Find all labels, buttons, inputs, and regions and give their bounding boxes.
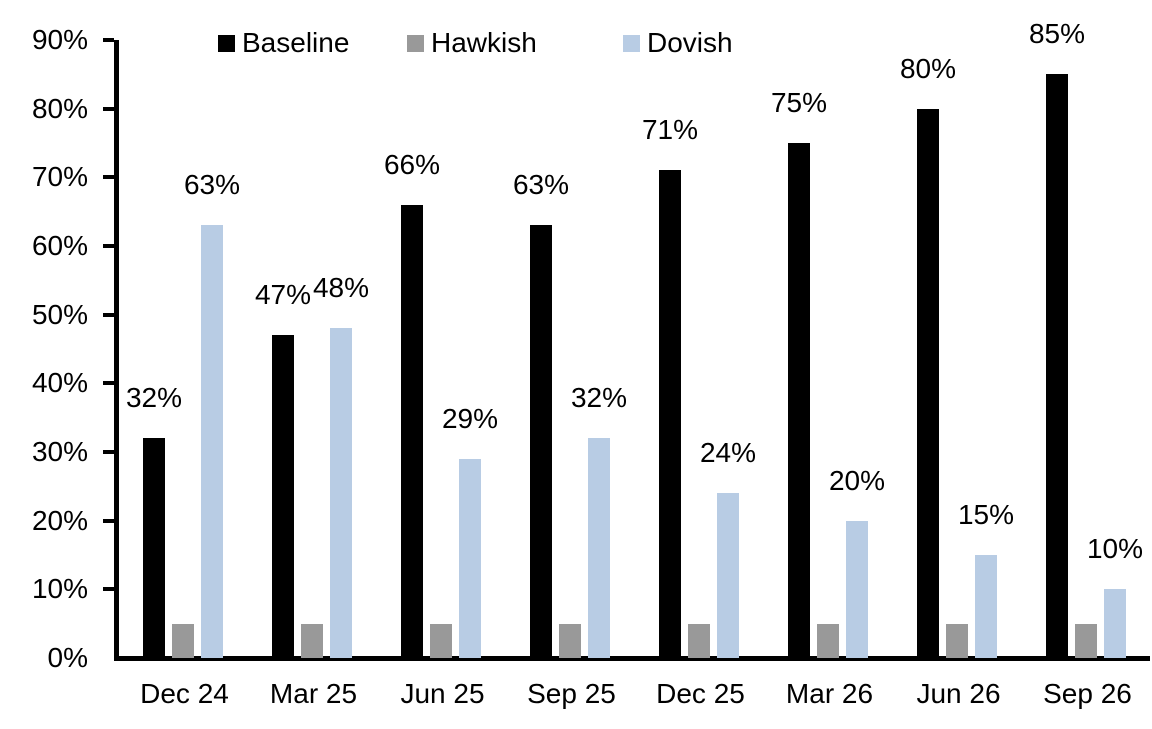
data-label-baseline-dec-25: 71% (641, 114, 699, 146)
bar-dovish-jun-25 (459, 458, 481, 658)
y-tick-label-40%: 40% (31, 367, 88, 399)
data-label-baseline-sep-25: 63% (512, 169, 570, 201)
y-tick-mark (103, 381, 114, 386)
x-axis-line (114, 656, 1150, 661)
y-tick-mark (103, 587, 114, 592)
bar-dovish-dec-24 (201, 225, 223, 658)
legend-item-hawkish: Hawkish (407, 26, 537, 60)
bar-dovish-mar-25 (330, 328, 352, 658)
legend-label-hawkish: Hawkish (431, 27, 537, 58)
data-label-dovish-sep-26: 10% (1086, 533, 1144, 565)
data-label-baseline-mar-25: 47% (254, 279, 312, 311)
x-label-jun-26: Jun 26 (916, 678, 1001, 709)
legend-swatch-baseline (218, 34, 235, 52)
bar-hawkish-jun-26 (946, 623, 968, 658)
data-label-baseline-mar-26: 75% (770, 87, 828, 118)
data-label-dovish-mar-25: 48% (312, 272, 370, 304)
x-label-mar-26: Mar 26 (785, 678, 874, 709)
y-tick-mark (103, 38, 114, 42)
data-label-dovish-dec-24: 63% (183, 169, 241, 201)
y-tick-label-60%: 60% (31, 230, 88, 261)
bar-hawkish-jun-25 (430, 623, 452, 658)
data-label-dovish-dec-25: 24% (699, 437, 757, 469)
data-label-baseline-sep-26: 85% (1028, 18, 1086, 50)
bar-dovish-jun-26 (975, 555, 997, 658)
bar-dovish-sep-25 (588, 438, 610, 658)
y-tick-label-90%: 90% (31, 24, 88, 55)
y-tick-label-0%: 0% (47, 642, 88, 673)
y-tick-label-10%: 10% (31, 573, 88, 605)
data-label-baseline-jun-26: 80% (899, 52, 957, 84)
y-tick-mark (103, 244, 114, 248)
x-label-sep-26: Sep 26 (1043, 678, 1132, 709)
bar-hawkish-sep-25 (559, 623, 581, 658)
bar-hawkish-dec-25 (688, 623, 710, 658)
y-tick-mark (103, 312, 114, 317)
legend-swatch-dovish (623, 34, 640, 52)
x-label-dec-25: Dec 25 (656, 678, 745, 709)
x-label-dec-24: Dec 24 (140, 678, 229, 709)
bar-dovish-sep-26 (1104, 589, 1126, 658)
y-tick-label-70%: 70% (31, 161, 88, 193)
x-label-jun-25: Jun 25 (400, 678, 485, 709)
bar-hawkish-sep-26 (1075, 623, 1097, 658)
y-tick-mark (103, 518, 114, 523)
y-tick-mark (103, 106, 114, 111)
bar-baseline-mar-25 (272, 335, 294, 658)
bar-hawkish-mar-25 (301, 623, 323, 658)
bar-hawkish-dec-24 (172, 623, 194, 658)
y-tick-label-80%: 80% (31, 92, 88, 124)
legend-swatch-hawkish (407, 34, 424, 52)
bar-dovish-dec-25 (717, 493, 739, 658)
bar-baseline-jun-25 (401, 204, 423, 658)
data-label-baseline-dec-24: 32% (125, 382, 183, 414)
bar-baseline-dec-25 (659, 170, 681, 658)
legend-item-dovish: Dovish (623, 26, 733, 60)
bar-baseline-sep-26 (1046, 74, 1068, 658)
x-label-mar-25: Mar 25 (269, 678, 358, 709)
data-label-dovish-mar-26: 20% (828, 464, 886, 496)
bar-baseline-dec-24 (143, 438, 165, 658)
bar-baseline-jun-26 (917, 108, 939, 658)
data-label-dovish-jun-25: 29% (441, 402, 499, 434)
y-tick-mark (103, 175, 114, 180)
legend-label-baseline: Baseline (242, 27, 350, 58)
data-label-dovish-jun-26: 15% (957, 499, 1015, 530)
bar-baseline-mar-26 (788, 143, 810, 658)
y-tick-label-50%: 50% (31, 298, 88, 330)
y-axis-line (114, 40, 119, 661)
bar-dovish-mar-26 (846, 520, 868, 658)
legend-label-dovish: Dovish (647, 27, 733, 58)
bar-baseline-sep-25 (530, 225, 552, 658)
y-tick-label-20%: 20% (31, 504, 88, 536)
y-tick-label-30%: 30% (31, 436, 88, 467)
x-label-sep-25: Sep 25 (527, 678, 616, 709)
data-label-dovish-sep-25: 32% (570, 382, 628, 414)
legend-item-baseline: Baseline (218, 26, 349, 60)
y-tick-mark (103, 450, 114, 454)
bar-hawkish-mar-26 (817, 623, 839, 658)
data-label-baseline-jun-25: 66% (383, 148, 441, 180)
